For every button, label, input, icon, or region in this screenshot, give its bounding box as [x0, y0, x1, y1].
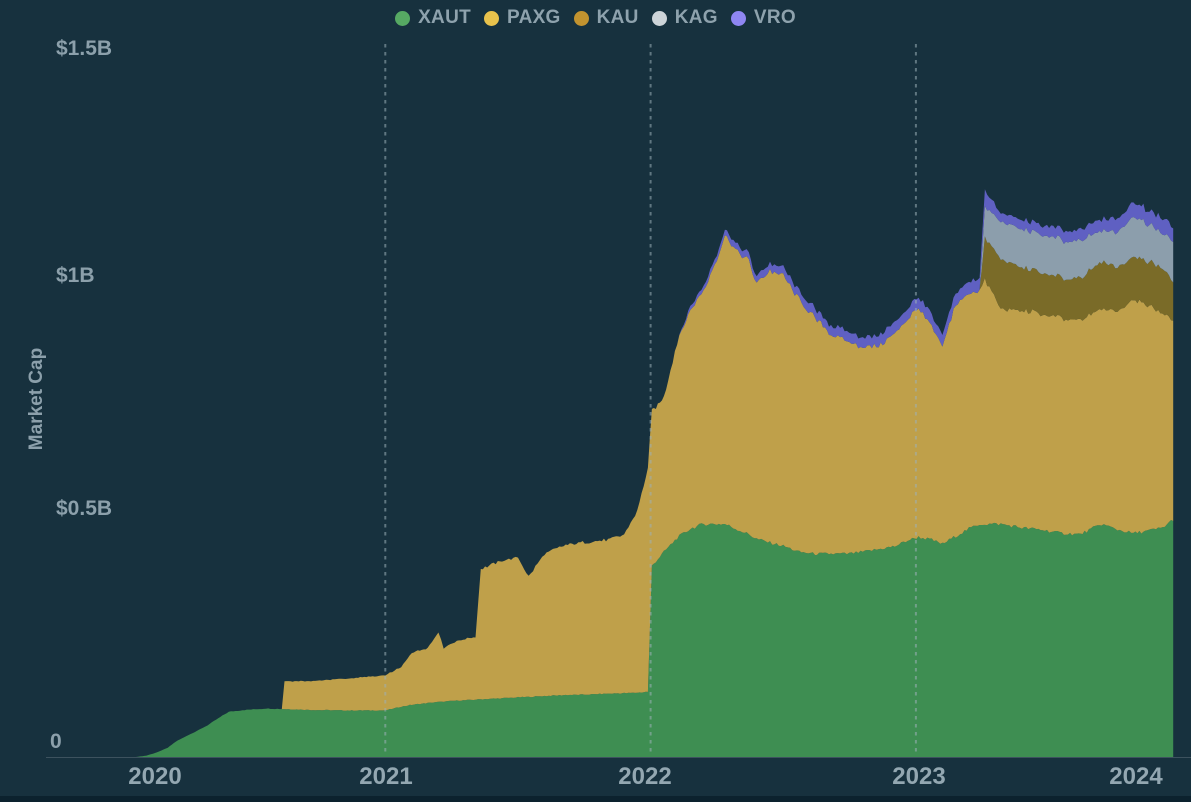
y-tick-1b: $1B	[56, 264, 95, 287]
legend-item-kau[interactable]: KAU	[573, 7, 639, 29]
x-tick-2024: 2024	[1109, 763, 1163, 790]
legend-item-kag[interactable]: KAG	[651, 7, 718, 29]
window-bottom-edge	[0, 796, 1191, 802]
legend-label-kag: KAG	[674, 7, 718, 28]
x-tick-2021: 2021	[359, 763, 413, 790]
kag-dot-icon	[651, 10, 667, 26]
area-xaut[interactable]	[135, 520, 1174, 757]
y-tick-0-5b: $0.5B	[56, 497, 113, 520]
legend-label-xaut: XAUT	[418, 7, 471, 28]
x-tick-2022: 2022	[618, 763, 672, 790]
legend-label-paxg: PAXG	[507, 7, 561, 28]
area-kag[interactable]	[135, 205, 1174, 757]
vro-dot-icon	[730, 10, 746, 26]
legend-label-vro: VRO	[753, 7, 796, 28]
y-tick-1-5b: $1.5B	[56, 37, 113, 60]
y-axis-title: Market Cap	[26, 347, 47, 451]
legend-label-kau: KAU	[596, 7, 639, 28]
x-tick-2023: 2023	[892, 763, 946, 790]
x-tick-2020: 2020	[128, 763, 182, 790]
y-tick-0: 0	[50, 730, 62, 753]
legend-item-vro[interactable]: VRO	[730, 7, 796, 29]
chart-legend: XAUT PAXG KAU KAG VRO	[0, 5, 1191, 31]
area-paxg[interactable]	[135, 235, 1174, 757]
xaut-dot-icon	[395, 10, 411, 26]
legend-item-paxg[interactable]: PAXG	[484, 7, 561, 29]
legend-item-xaut[interactable]: XAUT	[395, 7, 471, 29]
kau-dot-icon	[573, 10, 589, 26]
paxg-dot-icon	[484, 10, 499, 26]
area-kau[interactable]	[135, 235, 1174, 757]
